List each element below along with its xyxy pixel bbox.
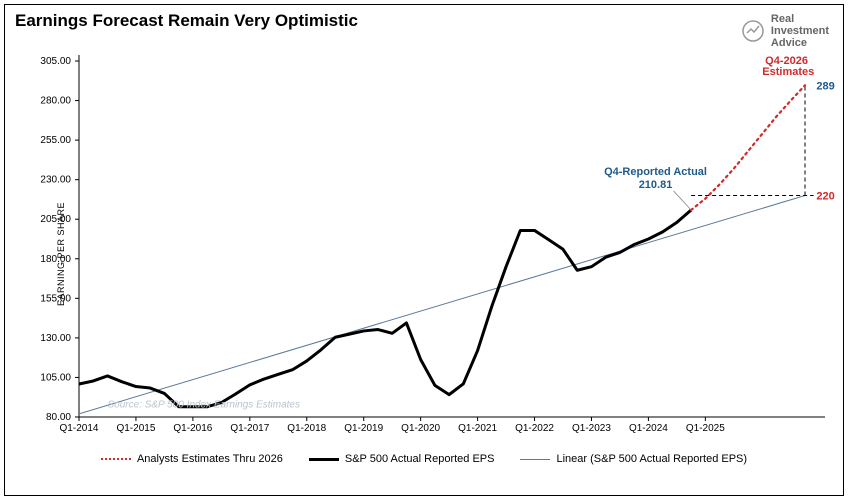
legend-label: S&P 500 Actual Reported EPS <box>345 453 495 465</box>
svg-text:Q1-2024: Q1-2024 <box>629 423 668 434</box>
svg-text:Q1-2015: Q1-2015 <box>116 423 155 434</box>
legend-item-trend: Linear (S&P 500 Actual Reported EPS) <box>520 453 747 465</box>
svg-text:Source: S&P 500 Index Earnings: Source: S&P 500 Index Earnings Estimates <box>107 400 300 411</box>
legend-swatch-actual <box>309 458 339 461</box>
svg-text:289.64: 289.64 <box>816 80 835 92</box>
svg-text:Q1-2020: Q1-2020 <box>401 423 440 434</box>
svg-text:220.00: 220.00 <box>816 190 835 202</box>
legend-label: Linear (S&P 500 Actual Reported EPS) <box>556 453 747 465</box>
plot-svg: 80.00105.00130.00155.00180.00205.00230.0… <box>13 39 835 469</box>
svg-text:280.00: 280.00 <box>40 96 71 107</box>
legend: Analysts Estimates Thru 2026 S&P 500 Act… <box>13 453 835 465</box>
legend-item-estimates: Analysts Estimates Thru 2026 <box>101 453 283 465</box>
svg-text:210.81: 210.81 <box>639 179 673 191</box>
svg-text:Estimates: Estimates <box>762 66 814 78</box>
svg-text:230.00: 230.00 <box>40 175 71 186</box>
svg-text:Q1-2019: Q1-2019 <box>344 423 383 434</box>
legend-swatch-estimates <box>101 458 131 460</box>
svg-text:80.00: 80.00 <box>46 412 71 423</box>
svg-text:305.00: 305.00 <box>40 56 71 67</box>
legend-label: Analysts Estimates Thru 2026 <box>137 453 283 465</box>
svg-text:255.00: 255.00 <box>40 135 71 146</box>
svg-text:Q1-2018: Q1-2018 <box>287 423 326 434</box>
svg-text:Q1-2016: Q1-2016 <box>173 423 212 434</box>
y-axis-label: EARNING PER SHARE <box>56 202 66 306</box>
svg-text:Q1-2014: Q1-2014 <box>60 423 99 434</box>
svg-text:105.00: 105.00 <box>40 372 71 383</box>
chart-title: Earnings Forecast Remain Very Optimistic <box>15 11 358 31</box>
svg-text:Q1-2021: Q1-2021 <box>458 423 497 434</box>
svg-text:Q1-2022: Q1-2022 <box>515 423 554 434</box>
legend-item-actual: S&P 500 Actual Reported EPS <box>309 453 495 465</box>
svg-text:Q1-2025: Q1-2025 <box>686 423 725 434</box>
svg-text:Q1-2023: Q1-2023 <box>572 423 611 434</box>
chart-frame: Earnings Forecast Remain Very Optimistic… <box>4 4 844 496</box>
svg-text:Q1-2017: Q1-2017 <box>230 423 269 434</box>
svg-text:Q4-Reported Actual: Q4-Reported Actual <box>604 166 707 178</box>
chart-area: EARNING PER SHARE 80.00105.00130.00155.0… <box>13 39 835 469</box>
svg-text:130.00: 130.00 <box>40 333 71 344</box>
legend-swatch-trend <box>520 459 550 460</box>
